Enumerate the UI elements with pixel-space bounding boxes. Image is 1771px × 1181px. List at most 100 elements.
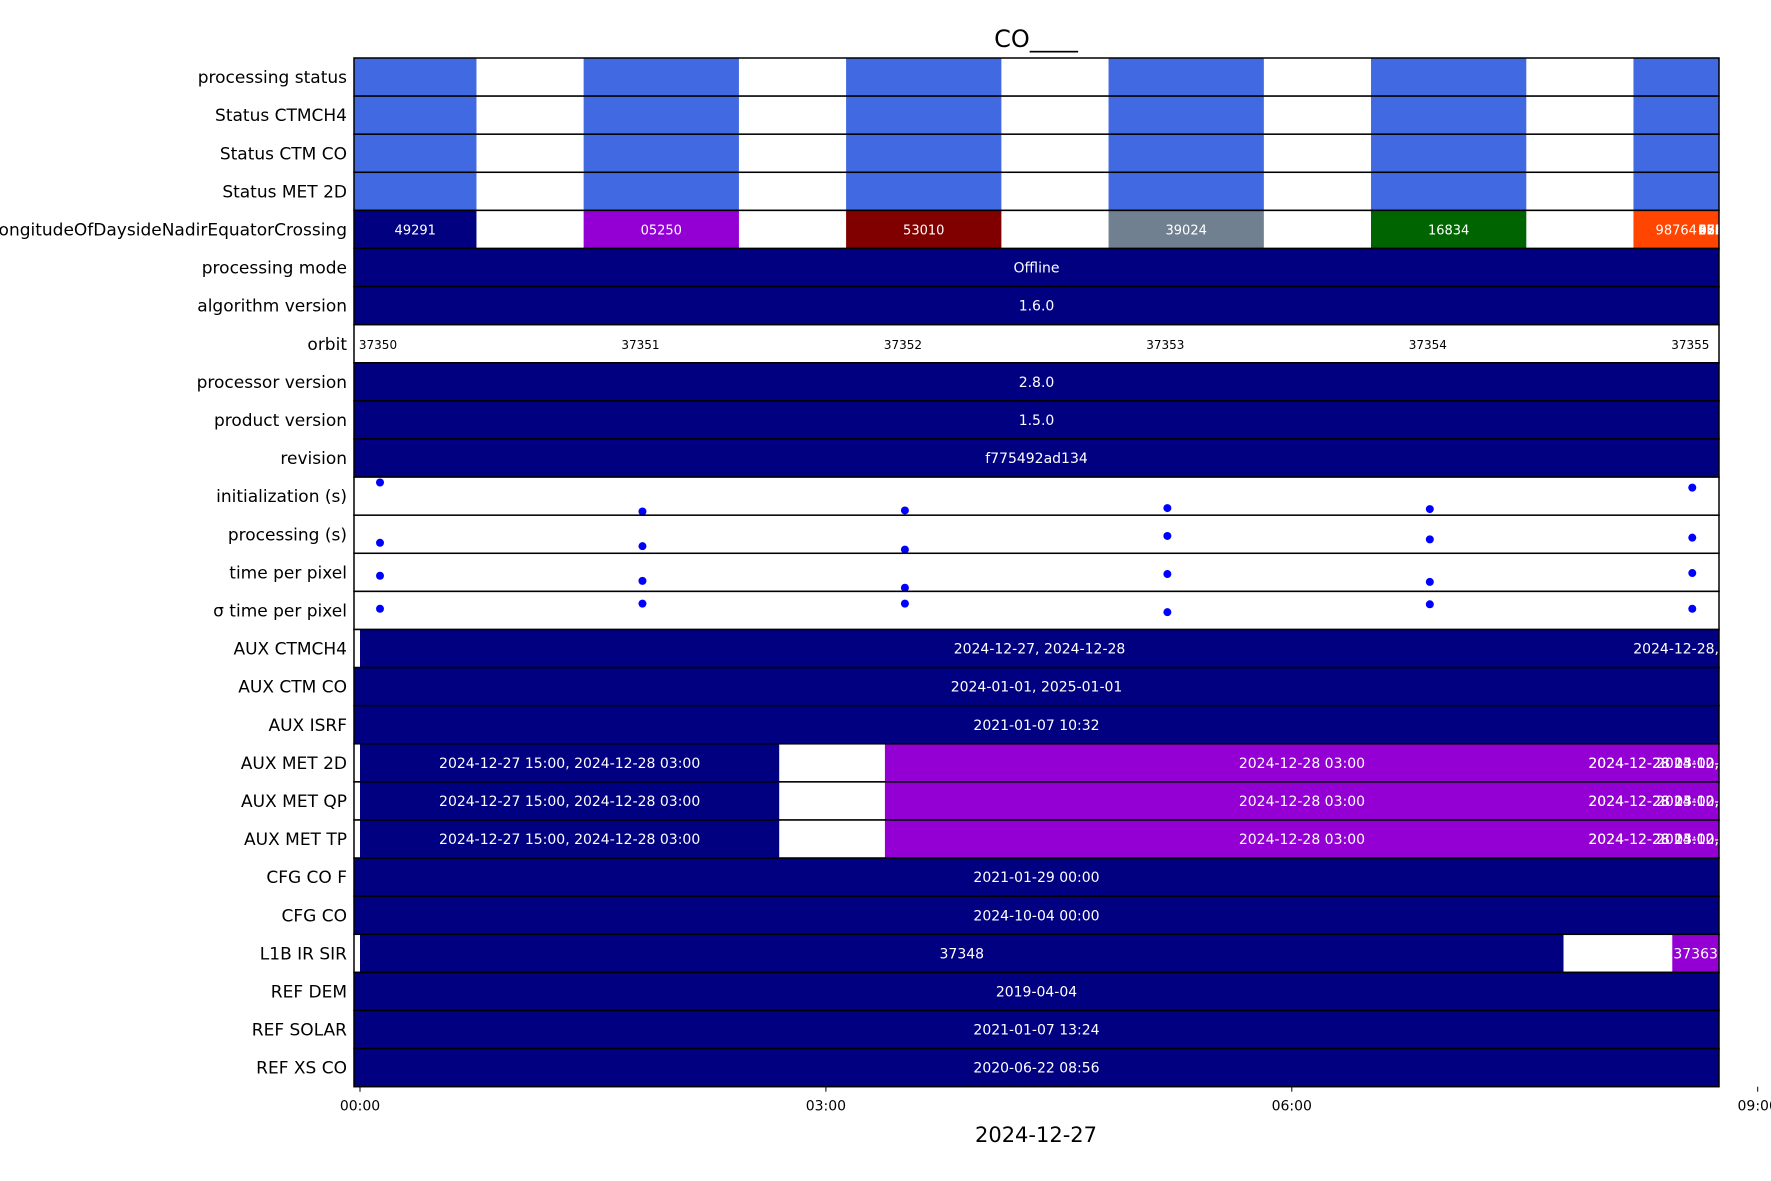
- data-point: [900, 599, 909, 608]
- bar-segment: [360, 781, 780, 820]
- bar-segment: [360, 820, 780, 859]
- bar-segment: [1672, 934, 1719, 973]
- row-label: Status MET 2D: [222, 182, 347, 202]
- bar-segment: [1563, 934, 1673, 973]
- row-label: L1B IR SIR: [260, 944, 347, 964]
- orbit-block: [583, 134, 739, 173]
- data-point: [376, 604, 384, 613]
- row-background: [354, 553, 1719, 592]
- bar-segment: [354, 400, 1719, 439]
- orbit-block: [1371, 58, 1527, 97]
- row-label: AUX CTMCH4: [233, 640, 347, 660]
- bar-segment-label: 2024-12-28 03:00, 2024-12-28 15:00: [1588, 794, 1771, 810]
- data-point: [1688, 533, 1697, 542]
- rows-layer: processing status Status CTMCH4 Status CTM…: [0, 57, 1771, 1088]
- orbit-block-value: 39024: [1166, 223, 1207, 238]
- bar-segment-label: 2024-12-28 15:00, 2024-12-29 03:00: [1588, 794, 1771, 810]
- orbit-block: [1633, 172, 1719, 211]
- bar-segment-label: 2024-12-27 15:00, 2024-12-28 03:00: [439, 756, 700, 772]
- bar-segment: [354, 1010, 1719, 1049]
- bar-segment-label: 2.8.0: [1019, 375, 1055, 391]
- data-point: [1425, 600, 1434, 609]
- bar-segment-label: 1.5.0: [1019, 413, 1055, 429]
- bar-segment-label: 2024-01-01, 2025-01-01: [951, 680, 1123, 696]
- bar-segment-label: 2024-12-27 15:00, 2024-12-28 03:00: [439, 832, 700, 848]
- data-point: [1163, 570, 1172, 579]
- chart-title: CO____: [994, 25, 1079, 53]
- data-point: [376, 571, 384, 580]
- bar-segment: [360, 629, 1719, 668]
- row-label: REF XS CO: [256, 1059, 347, 1079]
- data-point: [376, 538, 384, 547]
- row-16: AUX CTM CO 2024-01-01, 2025-01-01: [238, 666, 1720, 707]
- orbit-block: [846, 172, 1002, 211]
- row-label: AUX CTM CO: [238, 678, 347, 698]
- row-label: Status CTM CO: [220, 144, 347, 164]
- row-10: revision f775492ad134: [280, 438, 1720, 478]
- orbit-block: [354, 210, 477, 249]
- orbit-block-value: 98764: [1656, 223, 1697, 238]
- bar-segment-label: 1.6.0: [1019, 299, 1055, 315]
- bar-segment-label: 37363: [1673, 946, 1718, 962]
- row-label: CFG CO F: [266, 868, 347, 888]
- row-label: CFG CO: [282, 906, 347, 926]
- orbit-number: 37352: [884, 338, 922, 352]
- bar-segment-label: 2024-12-28 15:00: [1656, 794, 1771, 810]
- row-background: [354, 515, 1719, 554]
- orbit-block: [846, 134, 1002, 173]
- x-axis: 00:0003:0006:0009:0012:0015:0018:0021:00…: [340, 1086, 1771, 1115]
- row-8: processor version 2.8.0: [197, 362, 1720, 402]
- bar-segment: [354, 439, 1719, 478]
- orbit-block: [846, 210, 1002, 249]
- row-label: Status CTMCH4: [215, 106, 347, 126]
- orbit-block: [1633, 96, 1719, 135]
- bar-segment: [354, 972, 1719, 1011]
- row-label: AUX MET QP: [241, 792, 347, 812]
- data-point: [638, 599, 647, 608]
- data-point: [900, 583, 909, 592]
- bar-segment: [354, 667, 1719, 706]
- row-2: Status CTM CO: [220, 133, 1720, 174]
- bar-segment: [354, 858, 1719, 897]
- row-24: REF DEM 2019-04-04: [271, 971, 1720, 1012]
- row-label: LongitudeOfDaysideNadirEquatorCrossing: [0, 220, 347, 240]
- row-15: AUX CTMCH4 2024-12-27, 2024-12-28 2024-12-…: [233, 628, 1771, 669]
- orbit-block: [846, 96, 1002, 135]
- data-point: [1688, 483, 1697, 492]
- orbit-number: 37350: [359, 338, 397, 352]
- data-point: [1163, 531, 1172, 540]
- bar-segment: [354, 248, 1719, 287]
- data-point: [376, 478, 384, 487]
- bar-segment: [884, 820, 1719, 859]
- orbit-block: [1371, 96, 1527, 135]
- row-label: time per pixel: [229, 563, 347, 583]
- bar-segment-label: 2024-12-28 03:00: [1239, 756, 1365, 772]
- x-tick-label: 06:00: [1272, 1099, 1312, 1115]
- orbit-number: 37351: [621, 338, 659, 352]
- bar-segment: [354, 1048, 1719, 1087]
- row-14: σ time per pixel: [213, 590, 1720, 631]
- row-label: initialization (s): [216, 487, 347, 507]
- row-25: REF SOLAR 2021-01-07 13:24: [252, 1009, 1720, 1050]
- row-0: processing status: [198, 57, 1720, 97]
- bar-segment-label: 2021-01-07 10:32: [973, 718, 1099, 734]
- row-background: [354, 477, 1719, 516]
- row-label: REF DEM: [271, 982, 347, 1002]
- bar-segment: [354, 705, 1719, 744]
- bar-segment: [779, 781, 885, 820]
- row-label: processor version: [197, 373, 347, 393]
- row-1: Status CTMCH4: [215, 95, 1720, 135]
- bar-segment: [354, 362, 1719, 401]
- bar-segment-label: 2024-12-28 03:00: [1239, 832, 1365, 848]
- data-point: [1688, 604, 1697, 613]
- bar-segment-label: 2021-01-29 00:00: [973, 870, 1099, 886]
- orbit-block: [1108, 210, 1264, 249]
- row-5: processing mode Offline: [202, 247, 1720, 288]
- orbit-block: [1108, 58, 1264, 97]
- bar-segment-label: 2024-12-28 15:00: [1656, 832, 1771, 848]
- row-21: CFG CO F 2021-01-29 00:00: [266, 857, 1720, 897]
- data-point: [1163, 504, 1172, 513]
- orbit-block-value: 53010: [903, 223, 944, 238]
- row-label: REF SOLAR: [252, 1021, 347, 1041]
